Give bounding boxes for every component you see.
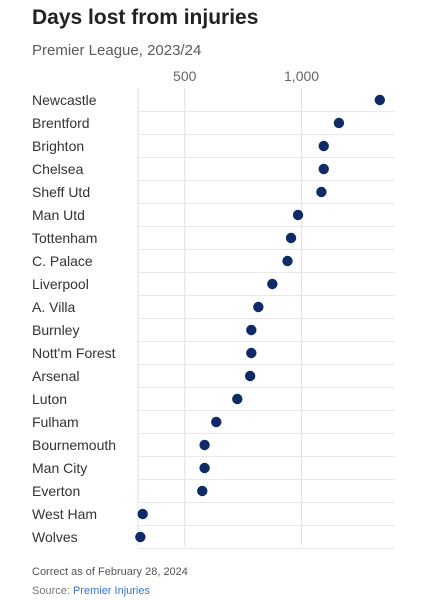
dot-arsenal — [244, 370, 256, 382]
dot-sheff-utd — [316, 186, 327, 198]
category-label-liverpool: Liverpool — [32, 276, 89, 292]
dot-wolves — [135, 531, 146, 543]
dot-west-ham — [137, 508, 148, 520]
dot-liverpool — [267, 278, 278, 290]
category-label-wolves: Wolves — [32, 529, 78, 545]
category-label-arsenal: Arsenal — [32, 368, 79, 384]
dot-brentford — [333, 117, 345, 129]
category-label-burnley: Burnley — [32, 322, 79, 338]
category-label-nott-m-forest: Nott'm Forest — [32, 345, 116, 361]
x-tick-label-1000: 1,000 — [284, 68, 319, 84]
dot-newcastle — [374, 94, 386, 106]
dot-tottenham — [285, 232, 297, 244]
category-label-everton: Everton — [32, 483, 80, 499]
dot-c-palace — [282, 255, 293, 267]
dot-man-utd — [292, 209, 304, 221]
date-note: Correct as of February 28, 2024 — [32, 566, 188, 578]
dot-plot: 500 1,000 Newcastle Brentford Brighton Chelse… — [32, 68, 395, 549]
chart-title: Days lost from injuries — [32, 6, 259, 29]
category-label-fulham: Fulham — [32, 414, 79, 430]
dot-luton — [232, 393, 243, 405]
category-label-newcastle: Newcastle — [32, 92, 97, 108]
category-label-c-palace: C. Palace — [32, 253, 93, 269]
dot-a-villa — [253, 301, 264, 313]
source-line: Source: Premier Injuries — [32, 585, 150, 597]
category-label-west-ham: West Ham — [32, 506, 97, 522]
category-label-bournemouth: Bournemouth — [32, 437, 116, 453]
dot-bournemouth — [199, 439, 210, 451]
category-label-chelsea: Chelsea — [32, 161, 84, 177]
source-link[interactable]: Premier Injuries — [72, 585, 150, 597]
dot-brighton — [318, 140, 329, 152]
category-label-sheff-utd: Sheff Utd — [32, 184, 90, 200]
category-label-a-villa: A. Villa — [32, 299, 76, 315]
dot-everton — [197, 485, 208, 497]
chart-subtitle: Premier League, 2023/24 — [32, 42, 202, 59]
source-prefix: Source: — [32, 585, 73, 597]
category-label-man-utd: Man Utd — [32, 207, 85, 223]
x-tick-label-500: 500 — [173, 68, 197, 84]
category-label-tottenham: Tottenham — [32, 230, 97, 246]
category-label-brentford: Brentford — [32, 115, 90, 131]
category-label-luton: Luton — [32, 391, 67, 407]
dot-man-city — [199, 462, 210, 474]
dot-burnley — [246, 324, 257, 336]
dot-chelsea — [318, 163, 329, 175]
category-label-man-city: Man City — [32, 460, 87, 476]
category-label-brighton: Brighton — [32, 138, 84, 154]
dot-fulham — [211, 416, 222, 428]
dot-nott-m-forest — [246, 347, 257, 359]
